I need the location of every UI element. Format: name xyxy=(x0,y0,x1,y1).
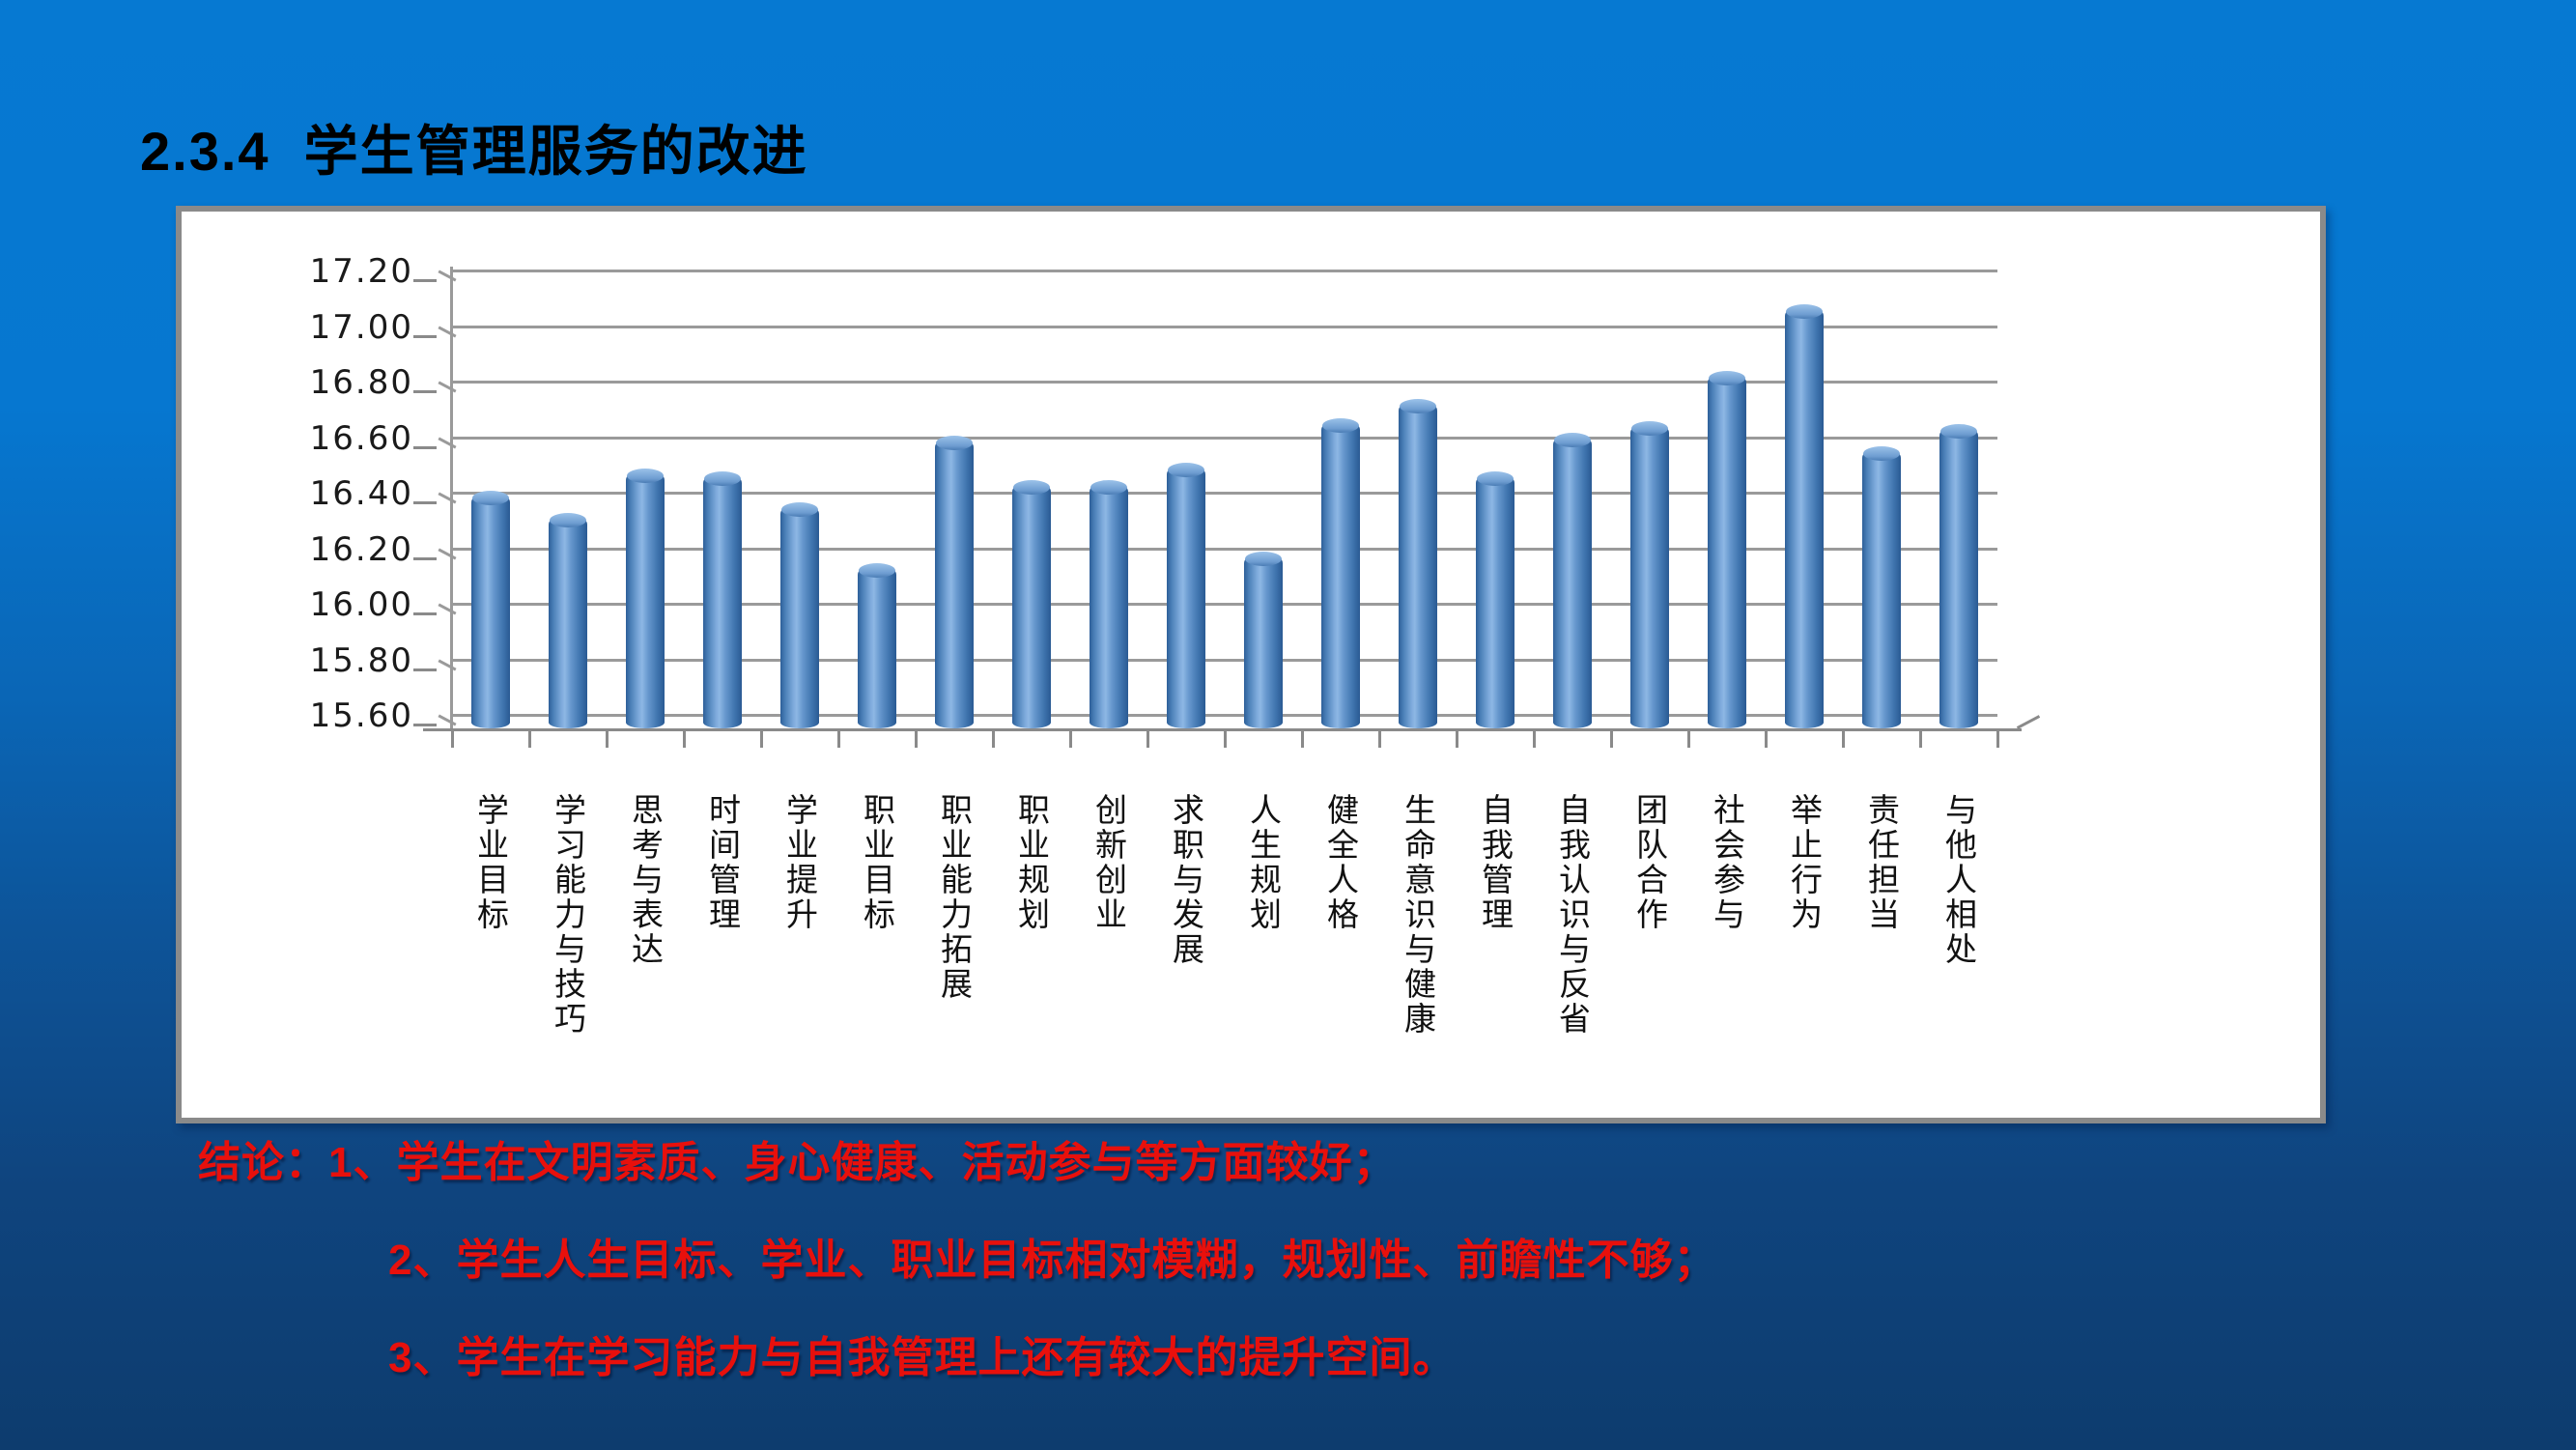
x-axis-tick xyxy=(1533,731,1536,748)
gridline xyxy=(413,603,1997,615)
x-axis-label: 职业能力拓展 xyxy=(936,793,973,1002)
slide-title: 2.3.4 学生管理服务的改进 xyxy=(140,121,808,182)
x-axis-label: 求职与发展 xyxy=(1168,793,1204,967)
x-axis-label: 团队合作 xyxy=(1631,793,1668,932)
x-axis-tick xyxy=(837,731,840,748)
bar-求职与发展 xyxy=(1167,463,1205,728)
x-axis-label: 社会参与 xyxy=(1709,793,1745,932)
bar-时间管理 xyxy=(703,470,742,728)
y-tick-label: 16.80 xyxy=(309,363,413,402)
x-axis-tick xyxy=(1146,731,1149,748)
gridline xyxy=(413,436,1997,449)
bar-学业提升 xyxy=(780,501,819,728)
conclusions: 结论：1、学生在文明素质、身心健康、活动参与等方面较好； 2、学生人生目标、学业… xyxy=(198,1142,1716,1435)
x-axis-tick xyxy=(1069,731,1072,748)
bar-职业目标 xyxy=(858,562,896,728)
y-tick-label: 16.40 xyxy=(309,474,413,513)
x-axis-tick xyxy=(1919,731,1922,748)
x-axis-tick xyxy=(683,731,686,748)
x-axis-label: 时间管理 xyxy=(704,793,741,932)
x-axis-label: 生命意识与健康 xyxy=(1400,793,1436,1037)
x-axis-tick xyxy=(915,731,918,748)
bar-人生规划 xyxy=(1244,552,1283,728)
x-axis-tick xyxy=(1996,731,1999,748)
bar-职业规划 xyxy=(1012,479,1051,728)
x-axis-label: 责任担当 xyxy=(1863,793,1900,932)
gridline xyxy=(413,492,1997,504)
bar-自我管理 xyxy=(1476,470,1514,728)
y-tick-label: 16.60 xyxy=(309,418,413,458)
bar-创新创业 xyxy=(1090,479,1128,728)
y-tick-label: 16.20 xyxy=(309,529,413,569)
y-tick-label: 17.00 xyxy=(309,307,413,347)
y-tick-label: 17.20 xyxy=(309,252,413,291)
x-axis-label: 举止行为 xyxy=(1786,793,1823,932)
y-axis-line xyxy=(450,267,453,730)
chart-panel: 17.20 17.00 16.80 16.60 16.40 16.20 16.00 15.80… xyxy=(176,206,2326,1123)
bar-团队合作 xyxy=(1630,421,1669,728)
y-tick-label: 16.00 xyxy=(309,585,413,624)
conclusion-line-2: 2、学生人生目标、学业、职业目标相对模糊，规划性、前瞻性不够； xyxy=(388,1237,1717,1284)
bar-思考与表达 xyxy=(626,469,665,728)
x-axis-tick xyxy=(1224,731,1227,748)
bar-举止行为 xyxy=(1785,304,1824,728)
x-axis-tick xyxy=(451,731,454,748)
x-axis-label: 与他人相处 xyxy=(1940,793,1977,967)
bar-社会参与 xyxy=(1708,371,1746,728)
x-axis-label: 健全人格 xyxy=(1322,793,1359,932)
conclusion-line-1: 结论：1、学生在文明素质、身心健康、活动参与等方面较好； xyxy=(198,1139,1397,1186)
y-tick-label: 15.80 xyxy=(309,640,413,680)
x-axis-label: 人生规划 xyxy=(1245,793,1282,932)
bar-学业目标 xyxy=(471,491,510,728)
bar-责任担当 xyxy=(1862,446,1901,728)
x-axis-label: 职业目标 xyxy=(859,793,895,932)
x-axis-label: 思考与表达 xyxy=(627,793,664,967)
x-axis-line xyxy=(423,728,2022,731)
bar-chart: 17.20 17.00 16.80 16.60 16.40 16.20 16.00 15.80… xyxy=(182,212,2320,1118)
x-axis-tick xyxy=(1687,731,1690,748)
x-axis-label: 创新创业 xyxy=(1090,793,1127,932)
x-axis-tick xyxy=(1301,731,1304,748)
x-axis-tick xyxy=(992,731,995,748)
gridline xyxy=(413,658,1997,671)
bar-学习能力与技巧 xyxy=(549,513,587,728)
x-axis-label: 自我认识与反省 xyxy=(1554,793,1591,1037)
x-axis-tick xyxy=(1610,731,1613,748)
x-axis-label: 学业提升 xyxy=(781,793,818,932)
x-axis-label: 学习能力与技巧 xyxy=(550,793,586,1037)
conclusion-line-3: 3、学生在学习能力与自我管理上还有较大的提升空间。 xyxy=(388,1334,1457,1381)
x-axis-label: 自我管理 xyxy=(1477,793,1514,932)
bar-生命意识与健康 xyxy=(1399,399,1437,728)
bar-职业能力拓展 xyxy=(935,435,974,728)
gridline xyxy=(413,381,1997,393)
x-axis-tick xyxy=(1456,731,1458,748)
gridline xyxy=(413,714,1997,726)
x-axis-tick xyxy=(606,731,609,748)
x-axis-tick xyxy=(1765,731,1768,748)
bar-健全人格 xyxy=(1321,418,1360,728)
x-axis-label: 学业目标 xyxy=(472,793,509,932)
x-axis-label: 职业规划 xyxy=(1013,793,1050,932)
gridline xyxy=(413,547,1997,560)
x-axis-tick xyxy=(528,731,531,748)
gridline xyxy=(413,270,1997,282)
bar-与他人相处 xyxy=(1939,424,1978,728)
y-tick-label: 15.60 xyxy=(309,697,413,735)
x-axis-tick xyxy=(760,731,763,748)
gridline xyxy=(413,325,1997,338)
bar-自我认识与反省 xyxy=(1553,432,1592,728)
x-axis-tick xyxy=(1842,731,1845,748)
x-axis-tick xyxy=(1378,731,1381,748)
